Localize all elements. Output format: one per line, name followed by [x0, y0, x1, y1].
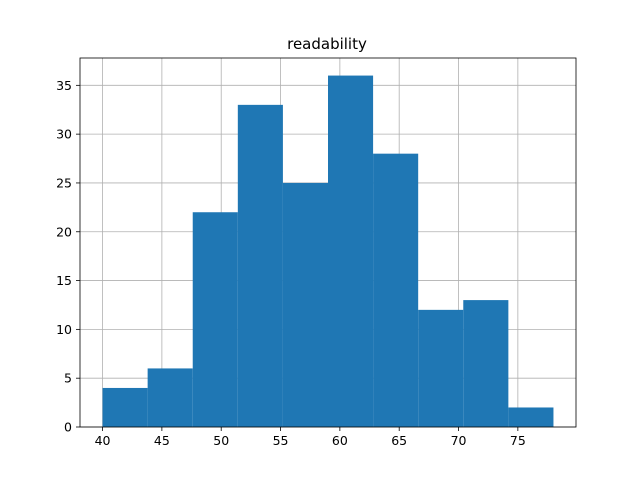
x-tick-label: 40: [95, 433, 111, 448]
y-tick-label: 10: [56, 322, 72, 337]
y-tick-label: 30: [56, 127, 72, 142]
bars-layer: [102, 75, 554, 428]
x-tick-label: 75: [510, 433, 526, 448]
histogram-bar-4: [282, 182, 328, 427]
x-tick-label: 60: [332, 433, 348, 448]
histogram-bar-1: [147, 368, 193, 427]
x-tick-label: 50: [213, 433, 229, 448]
y-tick-label: 25: [56, 175, 72, 190]
y-tick-label: 5: [64, 371, 72, 386]
x-tick-label: 55: [273, 433, 289, 448]
histogram-bar-6: [373, 153, 419, 427]
y-tick-label: 0: [64, 420, 72, 435]
axis-layer: 40 45 50 55 60 65 70 75 0 5 10 15 20 25 30 35: [56, 78, 526, 448]
histogram-bar-8: [463, 300, 509, 427]
x-tick-label: 65: [391, 433, 407, 448]
histogram-bar-5: [328, 75, 374, 428]
x-tick-label: 70: [451, 433, 467, 448]
histogram-bar-3: [237, 104, 283, 427]
y-tick-label: 15: [56, 273, 72, 288]
histogram-bar-2: [192, 212, 238, 427]
x-tick-label: 45: [154, 433, 170, 448]
histogram-bar-7: [418, 309, 464, 427]
y-tick-label: 35: [56, 78, 72, 93]
chart-title: readability: [287, 35, 367, 53]
y-tick-label: 20: [56, 224, 72, 239]
histogram-bar-9: [508, 407, 554, 427]
plot-frame: [79, 57, 577, 428]
histogram-bar-0: [102, 387, 148, 427]
